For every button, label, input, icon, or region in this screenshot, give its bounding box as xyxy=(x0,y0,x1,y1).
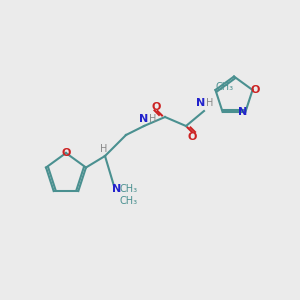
Text: H: H xyxy=(100,143,107,154)
Text: O: O xyxy=(251,85,260,95)
Text: N: N xyxy=(238,107,247,117)
Text: N: N xyxy=(196,98,206,109)
Text: N: N xyxy=(140,113,148,124)
Text: O: O xyxy=(151,101,161,112)
Text: CH₃: CH₃ xyxy=(215,82,233,92)
Text: O: O xyxy=(61,148,71,158)
Text: CH₃: CH₃ xyxy=(120,184,138,194)
Text: CH₃: CH₃ xyxy=(120,196,138,206)
Text: H: H xyxy=(149,113,157,124)
Text: O: O xyxy=(187,131,197,142)
Text: N: N xyxy=(112,184,122,194)
Text: H: H xyxy=(206,98,214,109)
